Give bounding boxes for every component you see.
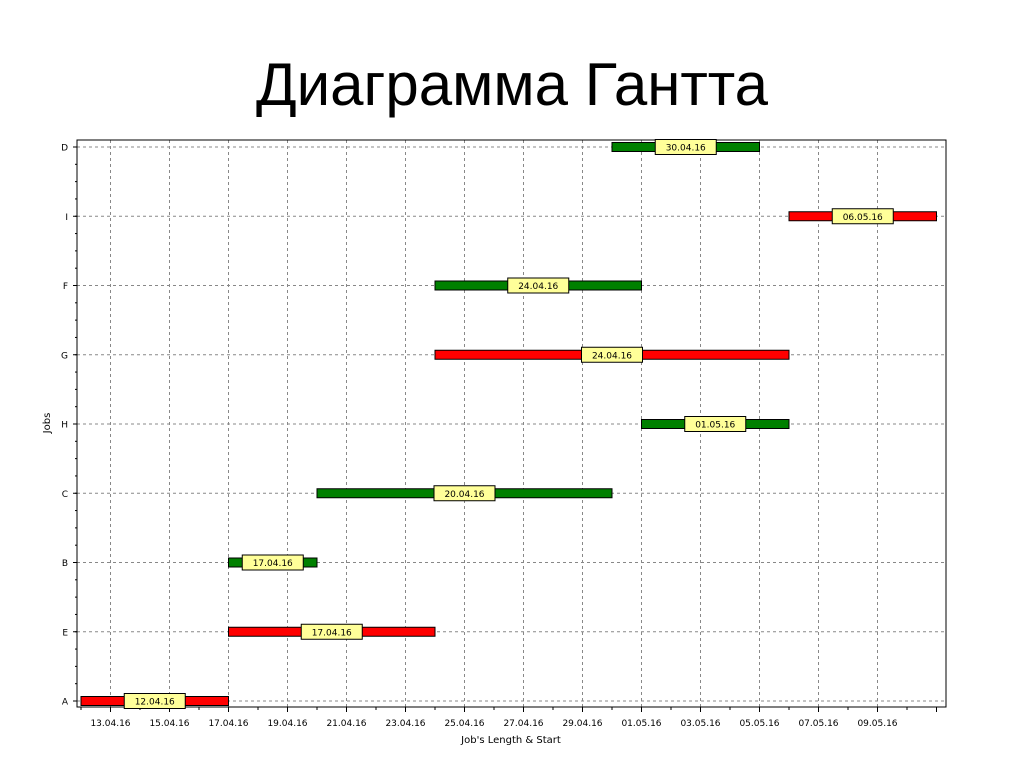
bars-layer: 12.04.16 17.04.16 17.04.16 20.04.16 01.05.16… xyxy=(80,139,937,709)
task-label-box xyxy=(433,485,496,502)
x-tick-label: 01.05.16 xyxy=(621,719,661,729)
task-label: 24.04.16 xyxy=(592,351,632,361)
x-axis-title: Job's Length & Start xyxy=(460,735,561,746)
x-tick-label: 13.04.16 xyxy=(90,719,130,729)
task-label: 12.04.16 xyxy=(135,698,175,708)
task-label: 06.05.16 xyxy=(843,213,883,223)
task-label: 30.04.16 xyxy=(666,144,706,154)
y-axis-title: Jobs xyxy=(42,413,53,435)
task-label-box xyxy=(831,208,894,225)
x-tick-label: 21.04.16 xyxy=(326,719,366,729)
task-label: 17.04.16 xyxy=(253,559,293,569)
y-tick-label: C xyxy=(62,490,68,500)
task-label-box xyxy=(684,416,747,432)
task-label-box xyxy=(241,554,304,571)
task-label-box xyxy=(507,277,570,294)
task-label-box xyxy=(581,346,643,363)
task-label-box xyxy=(123,693,186,709)
grid-layer xyxy=(77,140,946,707)
x-tick-label: 19.04.16 xyxy=(267,719,307,729)
ticks-layer: A E B C H G F I D 13.04.16 15.04.16 17.04.16 19.04.1… xyxy=(61,144,937,729)
y-tick-label: A xyxy=(62,698,69,708)
y-tick-label: F xyxy=(63,282,68,292)
x-tick-label: 29.04.16 xyxy=(562,719,602,729)
task-label-box xyxy=(300,623,363,640)
x-tick-label: 27.04.16 xyxy=(503,719,543,729)
y-tick-label: B xyxy=(62,559,68,569)
y-tick-label: E xyxy=(62,628,68,638)
task-label: 01.05.16 xyxy=(695,421,735,431)
x-tick-label: 07.05.16 xyxy=(798,719,838,729)
x-tick-label: 17.04.16 xyxy=(208,719,248,729)
x-tick-label: 25.04.16 xyxy=(444,719,484,729)
y-tick-label: H xyxy=(61,421,68,431)
x-tick-label: 23.04.16 xyxy=(385,719,425,729)
x-tick-label: 03.05.16 xyxy=(680,719,720,729)
task-label-box xyxy=(654,139,717,155)
x-tick-label: 15.04.16 xyxy=(149,719,189,729)
x-tick-label: 09.05.16 xyxy=(857,719,897,729)
task-label: 24.04.16 xyxy=(518,282,558,292)
y-tick-label: G xyxy=(61,351,68,361)
task-label: 17.04.16 xyxy=(312,628,352,638)
task-label: 20.04.16 xyxy=(444,490,484,500)
slide-title: Диаграмма Гантта xyxy=(256,51,768,118)
y-tick-label: D xyxy=(61,144,68,154)
x-tick-label: 05.05.16 xyxy=(739,719,779,729)
y-tick-label: I xyxy=(65,213,68,223)
